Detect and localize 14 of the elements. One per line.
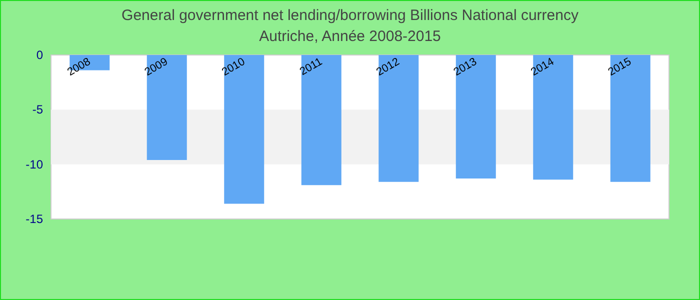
x-tick-label: 2013	[452, 56, 479, 78]
x-tick-label: 2015	[606, 56, 634, 78]
x-tick-label: 2008	[65, 56, 93, 78]
x-tick-label: 2011	[298, 56, 324, 78]
y-tick-label: -5	[32, 102, 44, 117]
y-tick-label: -10	[26, 157, 44, 172]
y-tick-label: -15	[26, 212, 44, 226]
chart-title: General government net lending/borrowing Billions National currency	[122, 7, 579, 24]
x-tick-label: 2010	[220, 56, 248, 78]
x-tick-label: 2014	[528, 56, 556, 78]
x-tick-label: 2009	[142, 56, 170, 78]
x-tick-label: 2012	[374, 56, 402, 78]
y-tick-label: 0	[36, 48, 44, 62]
chart-subtitle: Autriche, Année 2008-2015	[259, 28, 441, 45]
